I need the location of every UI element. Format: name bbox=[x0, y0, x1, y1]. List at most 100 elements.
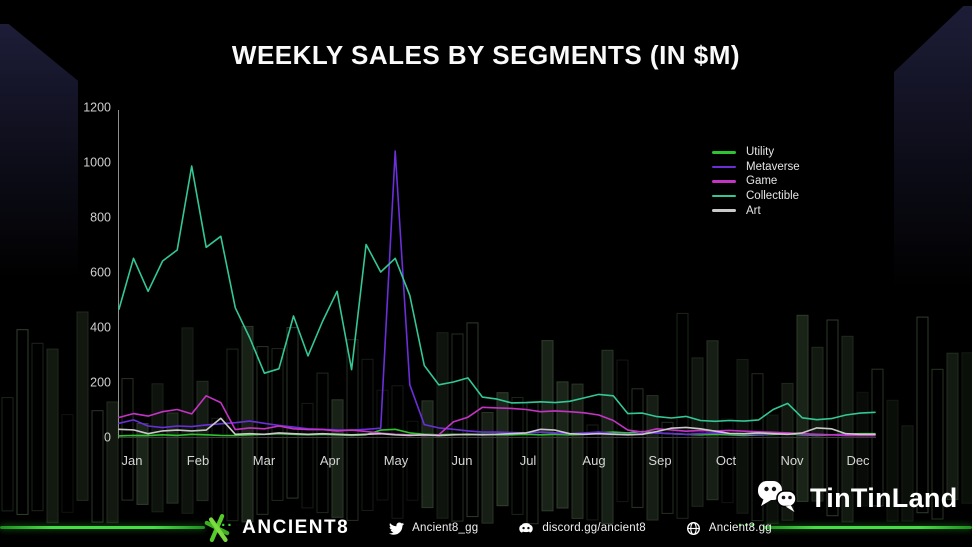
equalizer-bar bbox=[1, 397, 14, 512]
equalizer-bar bbox=[196, 380, 209, 502]
brand-name: ANCIENT8 bbox=[242, 517, 350, 538]
website-link[interactable]: Ancient8.gg bbox=[686, 521, 772, 536]
equalizer-bar bbox=[571, 383, 584, 519]
y-tick-label: 1000 bbox=[83, 156, 111, 170]
x-tick-label: Apr bbox=[320, 453, 341, 468]
game-line-swatch bbox=[712, 180, 736, 183]
wechat-icon bbox=[758, 481, 797, 512]
equalizer-bar bbox=[121, 378, 134, 501]
series-line-metaverse bbox=[118, 150, 876, 436]
equalizer-bar bbox=[826, 319, 839, 517]
x-tick-label: Dec bbox=[846, 453, 870, 468]
x-tick-label: Feb bbox=[187, 453, 209, 468]
equalizer-bar bbox=[661, 421, 674, 514]
equalizer-bar bbox=[886, 399, 899, 522]
equalizer-bar bbox=[751, 373, 764, 522]
equalizer-bar bbox=[961, 352, 972, 504]
equalizer-bar bbox=[721, 418, 734, 504]
x-tick-label: Mar bbox=[253, 453, 276, 468]
equalizer-bar bbox=[586, 424, 599, 521]
x-tick-label: Jan bbox=[122, 453, 143, 468]
equalizer-bar bbox=[451, 333, 464, 522]
x-tick-label: Jun bbox=[452, 453, 473, 468]
legend-label: Metaverse bbox=[746, 160, 800, 173]
watermark: TinTinLand bbox=[757, 480, 958, 516]
equalizer-bar bbox=[781, 382, 794, 521]
footer-links-row: ANCIENT8 Ancient8_gg discord.gg/ancient8… bbox=[0, 511, 972, 545]
equalizer-bar bbox=[106, 401, 119, 524]
x-tick-label: Jul bbox=[520, 453, 537, 468]
x-tick-label: Sep bbox=[648, 453, 671, 468]
twitter-icon bbox=[389, 522, 405, 535]
equalizer-bar bbox=[811, 346, 824, 502]
discord-url: discord.gg/ancient8 bbox=[542, 522, 646, 534]
footer-divider-left bbox=[0, 526, 205, 529]
equalizer-bar bbox=[481, 412, 494, 524]
equalizer-bar bbox=[541, 340, 554, 512]
discord-link[interactable]: discord.gg/ancient8 bbox=[518, 521, 646, 535]
legend-item-art: Art bbox=[712, 203, 800, 218]
equalizer-bar bbox=[676, 312, 689, 519]
utility-line-swatch bbox=[712, 151, 736, 154]
equalizer-bar bbox=[436, 332, 449, 519]
equalizer-bar bbox=[181, 327, 194, 514]
footer-divider-right bbox=[763, 526, 972, 529]
equalizer-bar bbox=[691, 357, 704, 507]
watermark-label: TinTinLand bbox=[810, 482, 958, 513]
twitter-handle: Ancient8_gg bbox=[412, 522, 479, 534]
equalizer-bar bbox=[421, 400, 434, 509]
equalizer-bar bbox=[91, 410, 104, 523]
series-line-art bbox=[118, 417, 876, 437]
equalizer-bar bbox=[61, 414, 74, 513]
equalizer-bar bbox=[331, 399, 344, 518]
equalizer-bar bbox=[46, 348, 59, 524]
equalizer-bar bbox=[211, 417, 224, 522]
equalizer-bar bbox=[166, 412, 179, 504]
footer-strip bbox=[0, 530, 972, 547]
x-tick-label: Nov bbox=[780, 453, 804, 468]
equalizer-bar bbox=[766, 414, 779, 525]
equalizer-bar bbox=[736, 359, 749, 514]
equalizer-bar bbox=[856, 391, 869, 507]
equalizer-bar bbox=[511, 397, 524, 515]
x-tick-label: May bbox=[384, 453, 409, 468]
legend-item-collectible: Collectible bbox=[712, 189, 800, 204]
legend-label: Art bbox=[746, 204, 761, 217]
footer-dots-right: ... bbox=[738, 513, 757, 530]
equalizer-bar bbox=[286, 327, 299, 499]
chart-legend: Utility Metaverse Game Collectible Art bbox=[712, 145, 800, 218]
equalizer-bar bbox=[241, 325, 254, 523]
equalizer-bar bbox=[391, 385, 404, 519]
equalizer-bar bbox=[931, 368, 944, 520]
equalizer-bar bbox=[631, 388, 644, 508]
equalizer-bar bbox=[406, 420, 419, 501]
series-line-collectible bbox=[118, 165, 876, 423]
page-title: WEEKLY SALES BY SEGMENTS (IN $M) bbox=[231, 40, 741, 70]
legend-label: Collectible bbox=[746, 190, 800, 203]
y-tick-label: 0 bbox=[104, 431, 111, 445]
equalizer-bar bbox=[916, 316, 929, 514]
equalizer-bar bbox=[16, 329, 29, 515]
equalizer-bar bbox=[316, 372, 329, 514]
series-line-game bbox=[118, 394, 876, 437]
equalizer-bar bbox=[901, 425, 914, 522]
legend-label: Utility bbox=[746, 146, 775, 159]
y-tick-label: 800 bbox=[90, 211, 111, 225]
equalizer-bar bbox=[646, 395, 659, 521]
y-tick-label: 200 bbox=[90, 376, 111, 390]
art-line-swatch bbox=[712, 209, 736, 212]
equalizer-bar bbox=[301, 402, 314, 509]
legend-label: Game bbox=[746, 175, 778, 188]
equalizer-bar bbox=[256, 346, 269, 515]
equalizer-bar bbox=[556, 381, 569, 509]
equalizer-bar bbox=[76, 311, 89, 501]
equalizer-bar bbox=[496, 392, 509, 507]
twitter-link[interactable]: Ancient8_gg bbox=[389, 521, 478, 536]
x-tick-label: Aug bbox=[582, 453, 605, 468]
y-tick-label: 1200 bbox=[83, 101, 111, 115]
legend-item-utility: Utility bbox=[712, 145, 800, 160]
brand-group: ANCIENT8 bbox=[200, 511, 349, 545]
ancient8-logo-icon bbox=[204, 513, 230, 543]
